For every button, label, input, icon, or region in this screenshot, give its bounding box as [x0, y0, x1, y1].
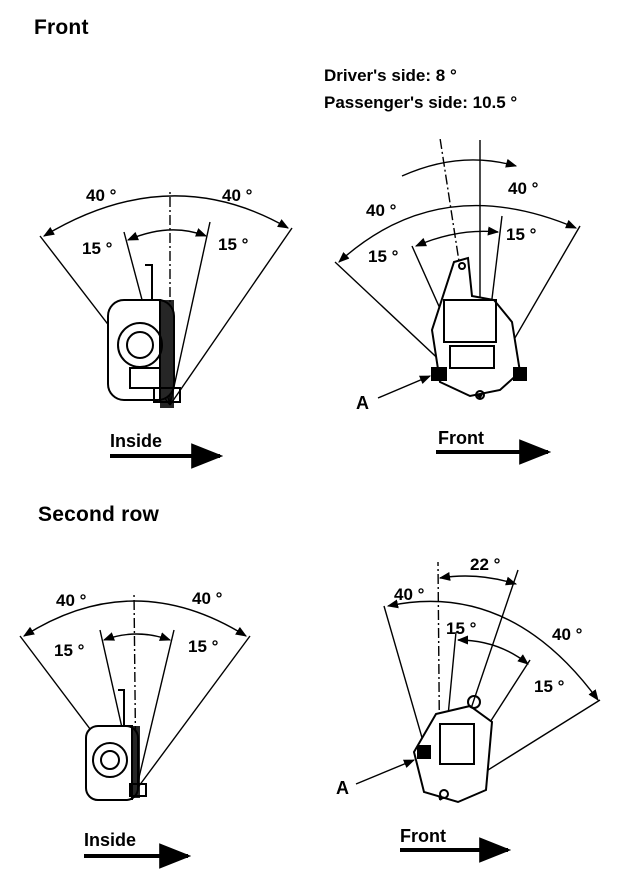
angle-label-15-left: 15 ° [368, 247, 399, 266]
heading-second-row: Second row [38, 503, 160, 526]
angle-label-40-right: 40 ° [222, 186, 253, 205]
angle-label-15-right: 15 ° [506, 225, 537, 244]
angle-label-15-left: 15 ° [82, 239, 113, 258]
note-driver-side: Driver's side: 8 ° [324, 66, 457, 85]
callout-a: A [336, 778, 349, 798]
panel-front-inside [39, 190, 293, 469]
angle-label-40-right: 40 ° [192, 589, 223, 608]
angle-label-15-left: 15 ° [54, 641, 85, 660]
heading-front: Front [34, 16, 89, 39]
retractor-second-row-inside [85, 689, 147, 801]
angle-label-40-right: 40 ° [552, 625, 583, 644]
callout-a: A [356, 393, 369, 413]
direction-front: Front [400, 826, 446, 846]
angle-label-15-right: 15 ° [534, 677, 565, 696]
angle-label-15-right: 15 ° [188, 637, 219, 656]
panel-front-front [334, 137, 581, 465]
direction-inside: Inside [110, 431, 162, 451]
direction-inside: Inside [84, 830, 136, 850]
angle-label-40-left: 40 ° [394, 585, 425, 604]
angle-label-40-left: 40 ° [366, 201, 397, 220]
angle-label-40-left: 40 ° [56, 591, 87, 610]
retractor-second-row-front [412, 695, 494, 804]
retractor-front-front [430, 256, 527, 400]
angle-label-15-left: 15 ° [446, 619, 477, 638]
note-passenger-side: Passenger's side: 10.5 ° [324, 93, 518, 112]
angle-label-22: 22 ° [470, 555, 501, 574]
direction-front: Front [438, 428, 484, 448]
retractor-front-inside [107, 264, 181, 408]
panel-second-row-front [355, 561, 601, 863]
angle-label-40-right: 40 ° [508, 179, 539, 198]
angle-label-40-left: 40 ° [86, 186, 117, 205]
angle-label-15-right: 15 ° [218, 235, 249, 254]
panel-second-row-inside [19, 591, 251, 869]
